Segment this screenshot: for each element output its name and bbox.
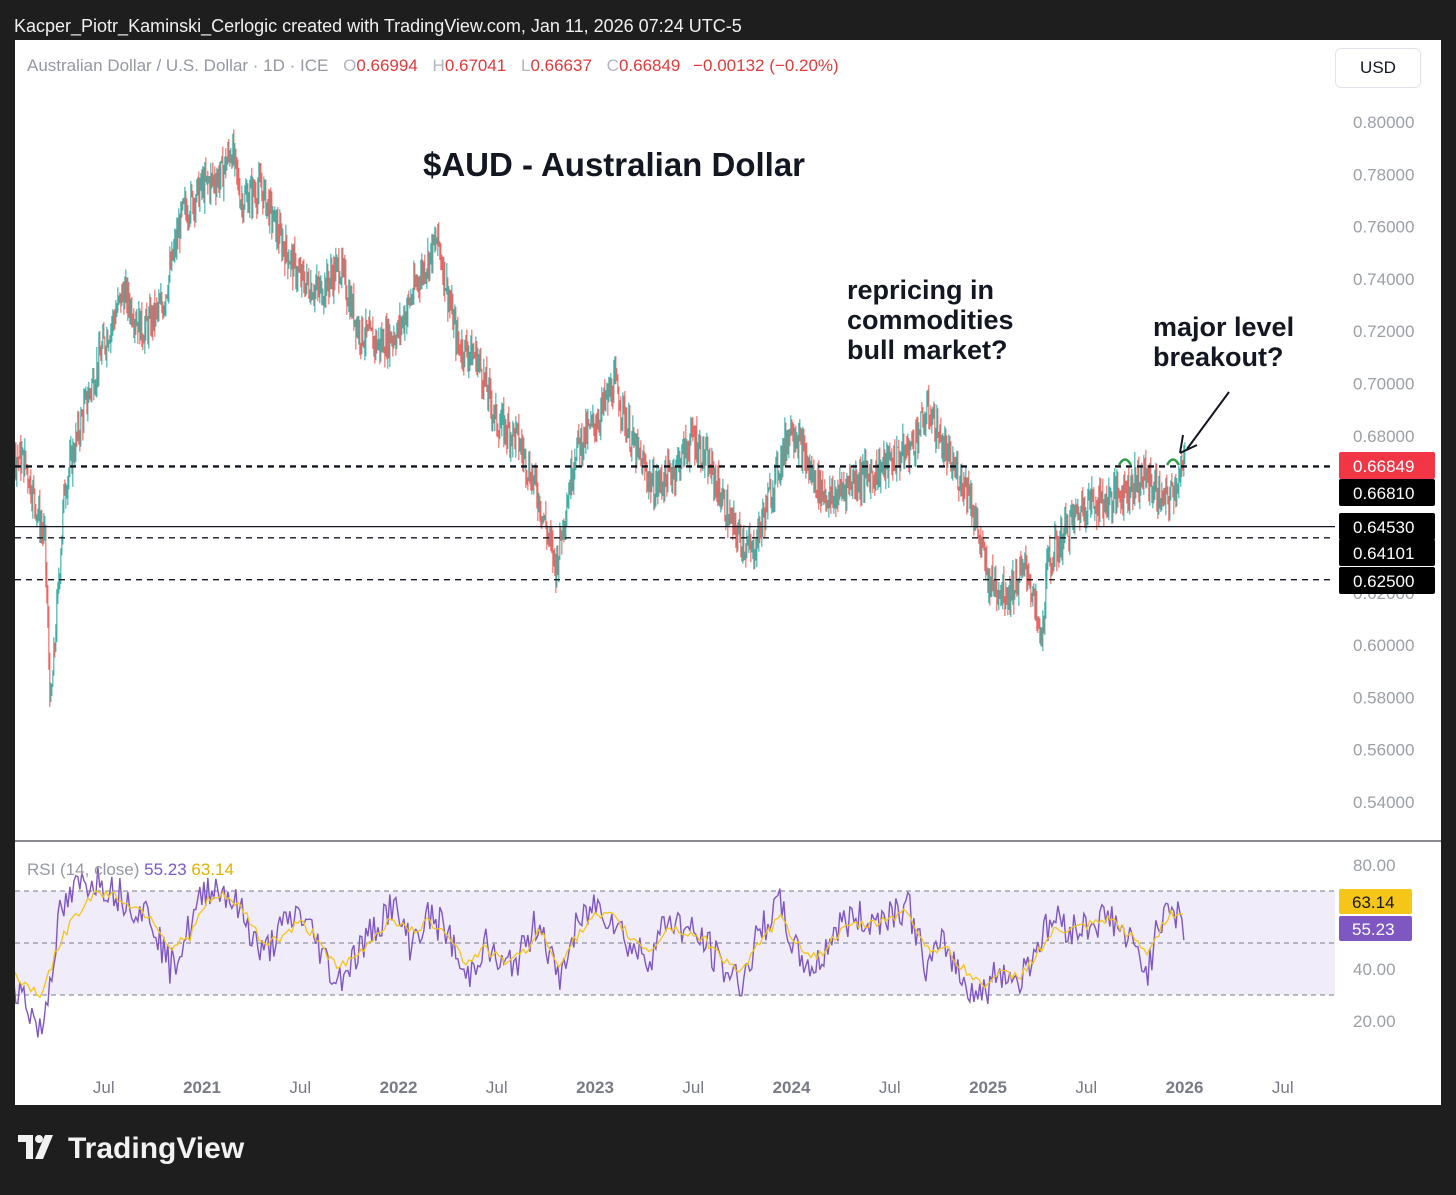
price-axis-label: 0.78000 bbox=[1353, 165, 1414, 184]
low-value: 0.66637 bbox=[530, 56, 592, 75]
change-value: −0.00132 (−0.20%) bbox=[693, 56, 839, 75]
annotation-arrowhead bbox=[1179, 434, 1198, 454]
rsi-axis-label: 40.00 bbox=[1353, 960, 1396, 979]
price-tag bbox=[1339, 452, 1435, 479]
rsi-ma-tag bbox=[1339, 889, 1412, 914]
brand-name: TradingView bbox=[68, 1132, 245, 1165]
currency-button[interactable]: USD bbox=[1335, 48, 1421, 88]
time-axis-label: 2023 bbox=[576, 1078, 614, 1097]
low-label: L bbox=[521, 56, 531, 75]
high-label: H bbox=[432, 56, 445, 75]
open-value: 0.66994 bbox=[356, 56, 418, 75]
time-axis-label: Jul bbox=[682, 1078, 704, 1097]
rsi-line bbox=[15, 867, 1185, 1038]
symbol-name: Australian Dollar / U.S. Dollar · 1D · I… bbox=[27, 56, 329, 75]
time-axis-label: Jul bbox=[1075, 1078, 1097, 1097]
price-axis-label: 0.80000 bbox=[1353, 113, 1414, 132]
price-tag-label: 0.66849 bbox=[1353, 457, 1414, 476]
price-axis-label: 0.60000 bbox=[1353, 636, 1414, 655]
price-tag bbox=[1339, 567, 1435, 594]
price-axis-label: 0.68000 bbox=[1353, 427, 1414, 446]
time-axis-label: Jul bbox=[879, 1078, 901, 1097]
rsi-tag bbox=[1339, 916, 1412, 941]
price-tag-label: 0.66810 bbox=[1353, 484, 1414, 503]
top-marker bbox=[1165, 458, 1181, 466]
rsi-legend-value: 55.23 bbox=[144, 860, 191, 879]
open-label: O bbox=[343, 56, 357, 75]
price-tag-label: 0.64530 bbox=[1353, 518, 1414, 537]
time-axis-label: 2026 bbox=[1166, 1078, 1204, 1097]
chart-title: $AUD - Australian Dollar bbox=[423, 146, 805, 183]
tradingview-logo-icon bbox=[18, 1135, 58, 1161]
rsi-legend: RSI (14, close) 55.23 63.14 bbox=[27, 860, 234, 879]
price-tag bbox=[1339, 539, 1435, 566]
price-axis-label: 0.58000 bbox=[1353, 688, 1414, 707]
annotation-repricing: bull market? bbox=[847, 335, 1008, 365]
price-tag-label: 0.64101 bbox=[1353, 544, 1414, 563]
price-tag-label: 0.62500 bbox=[1353, 572, 1414, 591]
symbol-legend: Australian Dollar / U.S. Dollar · 1D · I… bbox=[27, 56, 839, 76]
rsi-legend-name: RSI (14, close) bbox=[27, 860, 144, 879]
top-marker bbox=[1117, 458, 1133, 466]
annotation-repricing: commodities bbox=[847, 305, 1014, 335]
annotation-arrow bbox=[1186, 391, 1230, 450]
price-axis-label: 0.72000 bbox=[1353, 322, 1414, 341]
rsi-ma-line bbox=[15, 890, 1183, 999]
time-axis-label: 2025 bbox=[969, 1078, 1007, 1097]
close-value: 0.66849 bbox=[618, 56, 681, 75]
rsi-axis-label: 20.00 bbox=[1353, 1012, 1396, 1031]
price-axis-label: 0.56000 bbox=[1353, 741, 1414, 760]
high-value: 0.67041 bbox=[444, 56, 507, 75]
annotation-breakout: breakout? bbox=[1153, 342, 1284, 372]
price-tag bbox=[1339, 479, 1435, 506]
time-axis-label: 2021 bbox=[183, 1078, 221, 1097]
time-axis-label: Jul bbox=[289, 1078, 311, 1097]
chart-canvas[interactable]: 0.80000 0.78000 0.76000 0.74000 0.72000 0.700… bbox=[15, 40, 1441, 1105]
rsi-tag-label: 55.23 bbox=[1352, 920, 1395, 939]
price-axis-label: 0.74000 bbox=[1353, 270, 1414, 289]
time-axis-label: Jul bbox=[486, 1078, 508, 1097]
rsi-axis-label: 80.00 bbox=[1353, 856, 1396, 875]
time-axis-label: Jul bbox=[1272, 1078, 1294, 1097]
rsi-ma-tag-label: 63.14 bbox=[1352, 893, 1395, 912]
price-axis-label: 0.76000 bbox=[1353, 218, 1414, 237]
chart-frame[interactable]: 0.80000 0.78000 0.76000 0.74000 0.72000 0.700… bbox=[15, 40, 1441, 1105]
time-axis-label: 2022 bbox=[380, 1078, 418, 1097]
annotation-repricing: repricing in bbox=[847, 275, 994, 305]
price-axis-label: 0.54000 bbox=[1353, 793, 1414, 812]
price-tag bbox=[1339, 513, 1435, 540]
annotation-breakout: major level bbox=[1153, 312, 1294, 342]
close-label: C bbox=[606, 56, 619, 75]
time-axis-label: 2024 bbox=[773, 1078, 811, 1097]
price-axis-label: 0.70000 bbox=[1353, 375, 1414, 394]
watermark-header: Kacper_Piotr_Kaminski_Cerlogic created w… bbox=[14, 16, 742, 36]
time-axis-label: Jul bbox=[93, 1078, 115, 1097]
rsi-ma-legend-value: 63.14 bbox=[191, 860, 234, 879]
tradingview-logo[interactable]: TradingView bbox=[18, 1132, 244, 1166]
